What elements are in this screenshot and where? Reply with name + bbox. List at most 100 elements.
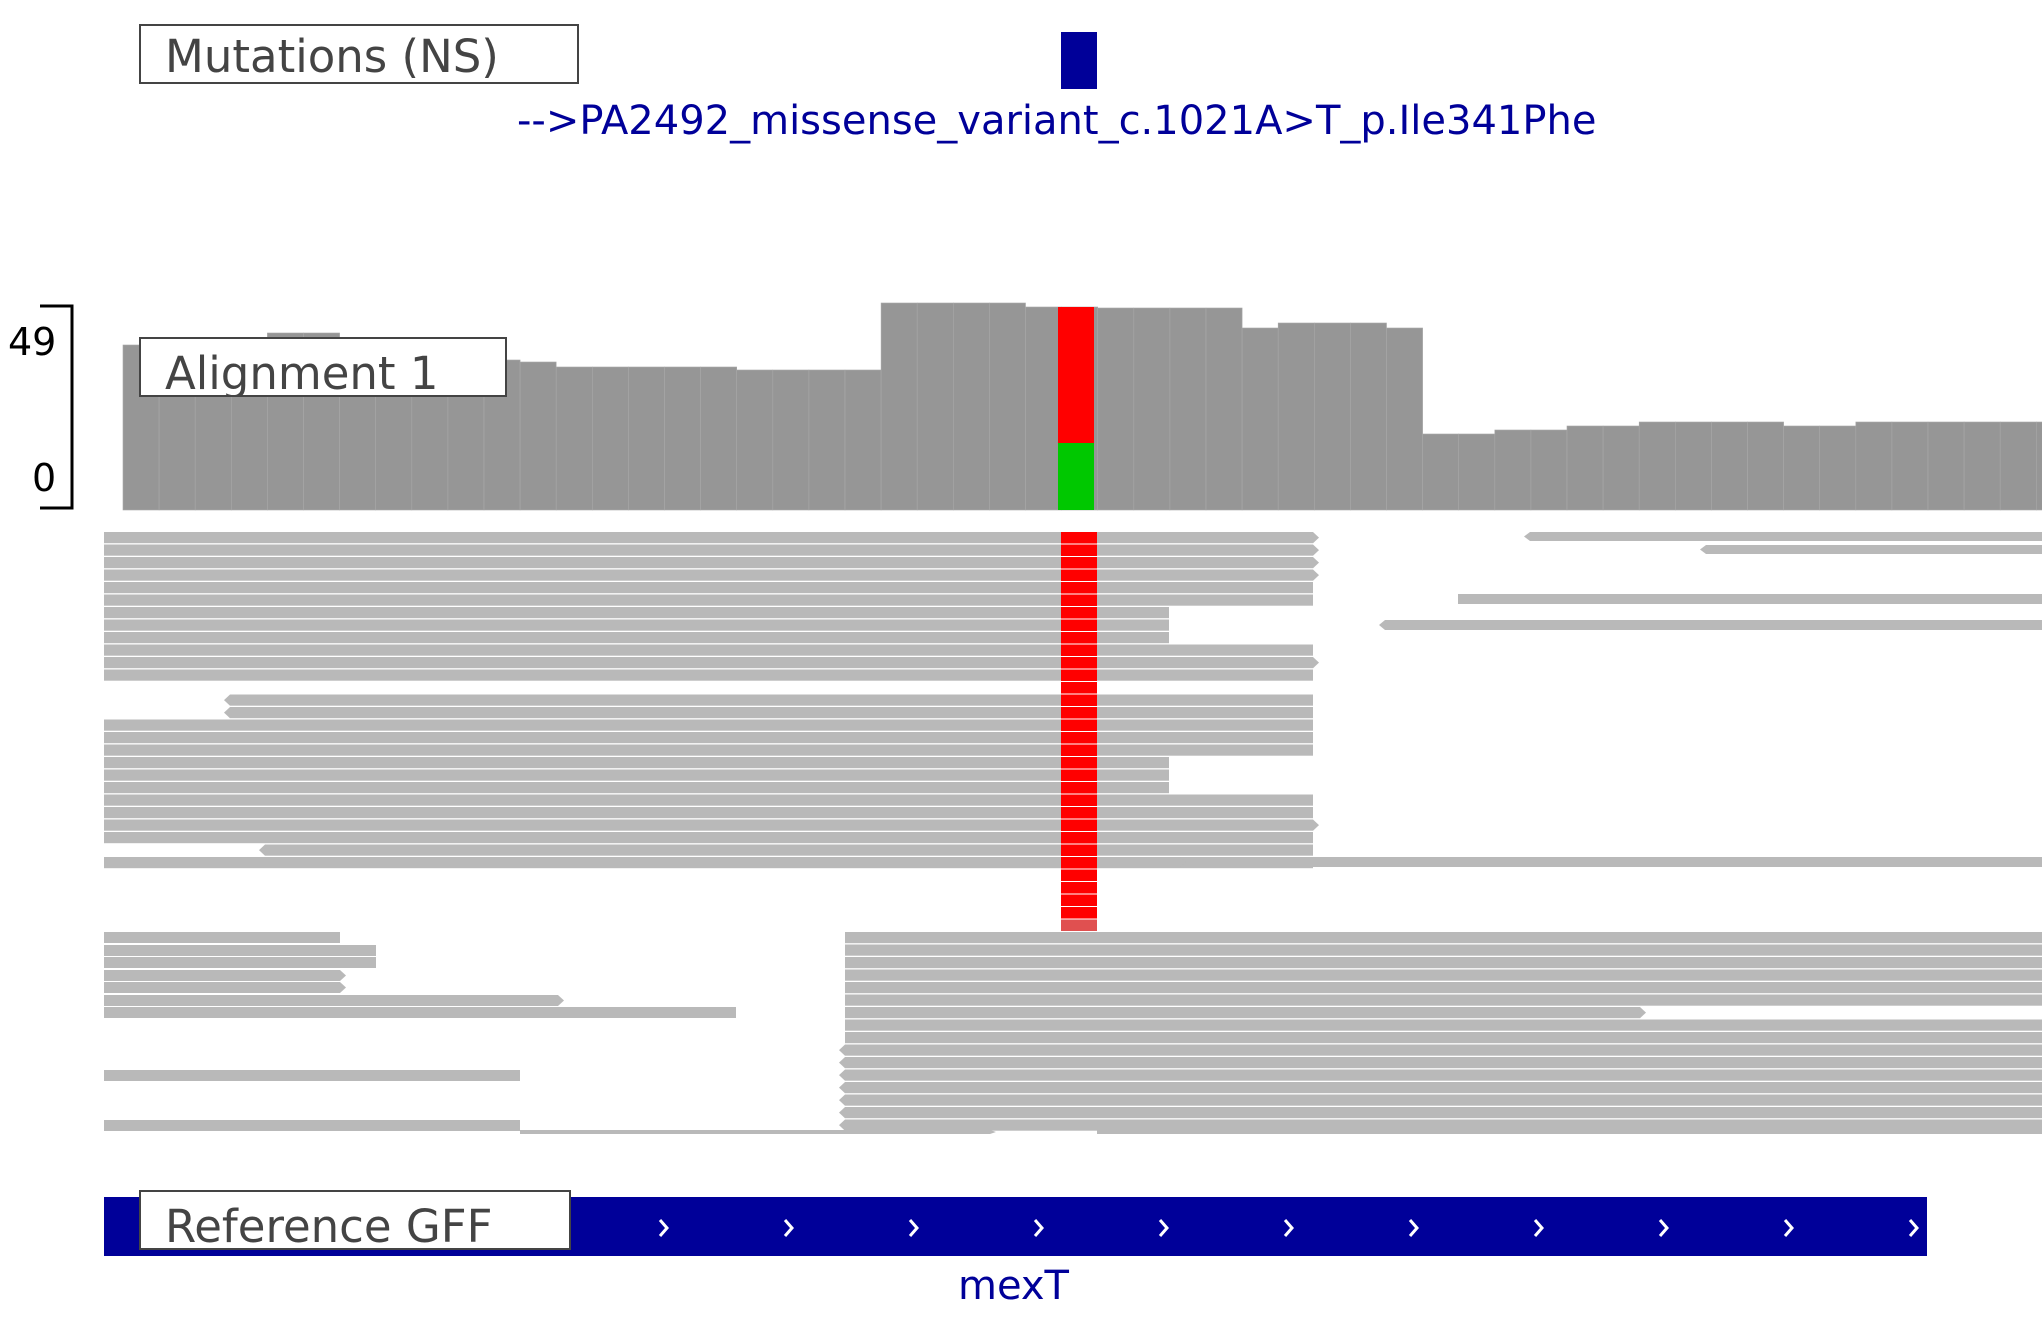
coverage-bar [1747,421,1784,511]
read [845,944,2042,956]
read-mismatch-base [1061,919,1097,931]
coverage-bar [1819,425,1857,511]
reference-track-label[interactable]: Reference GFF [139,1190,571,1250]
strand-arrow-icon [908,1219,919,1237]
read-direction-arrow-icon [1379,620,1385,630]
read-mismatch-base [1061,782,1097,794]
read [845,1069,2042,1081]
read-mismatch-base [1061,882,1097,894]
coverage-axis-min: 0 [32,456,57,500]
coverage-bar [1891,421,1929,511]
coverage-bar [772,369,810,511]
read [104,532,1313,544]
coverage-bar [1133,307,1171,511]
variant-label[interactable]: -->PA2492_missense_variant_c.1021A>T_p.I… [517,98,1597,144]
read [104,807,1313,819]
coverage-bar [1711,421,1748,511]
read-mismatch-base [1061,719,1097,731]
read-direction-arrow-icon [990,1130,996,1134]
read-direction-arrow-icon [839,1082,845,1094]
strand-arrow-icon [1283,1219,1294,1237]
gene-name-label[interactable]: mexT [958,1263,1069,1309]
strand-arrow-icon [658,1219,669,1237]
read-mismatch-base [1061,907,1097,919]
read [520,1130,990,1134]
read-direction-arrow-icon [1313,532,1319,544]
strand-arrow-icon [1158,1219,1169,1237]
coverage-bar [1314,322,1351,511]
read [265,844,1313,856]
read [104,569,1313,581]
read-mismatch-base [1061,769,1097,781]
read [104,769,1169,781]
read-mismatch-base [1061,569,1097,581]
coverage-bar [2036,421,2042,511]
coverage-bar [664,366,701,511]
coverage-bar [736,369,774,511]
read-direction-arrow-icon [839,1107,845,1119]
alignment-track-label[interactable]: Alignment 1 [139,337,507,397]
coverage-bar [989,302,1026,511]
read-direction-arrow-icon [839,1044,845,1056]
coverage-bar [880,302,918,511]
strand-arrow-icon [783,1219,794,1237]
read [1530,532,2042,541]
read-mismatch-base [1061,757,1097,769]
coverage-bar [808,369,846,511]
coverage-bar [700,366,737,511]
coverage-bar [1458,433,1496,511]
mutation-feature[interactable] [1061,32,1097,89]
coverage-bar [1783,425,1820,511]
read [845,957,2042,969]
read-mismatch-base [1061,619,1097,631]
read [104,582,1313,594]
coverage-track[interactable] [122,302,2042,511]
read [230,707,1313,719]
read-mismatch-base [1061,869,1097,881]
read-mismatch-base [1061,594,1097,606]
read-mismatch-base [1061,632,1097,644]
read-mismatch-base [1061,807,1097,819]
read [104,632,1169,644]
read-direction-arrow-icon [839,1094,845,1106]
read [845,1057,2042,1069]
read [1206,857,2042,867]
read-direction-arrow-icon [839,1069,845,1081]
read-mismatch-base [1061,819,1097,831]
read [845,1019,2042,1031]
read [104,557,1313,569]
read [845,1119,2042,1131]
coverage-bar [628,366,665,511]
read [104,857,1313,869]
read-direction-arrow-icon [340,982,346,993]
read [104,732,1313,744]
read-mismatch-base [1061,732,1097,744]
read [104,1120,520,1131]
read-direction-arrow-icon [340,970,346,981]
read [845,1044,2042,1056]
read-mismatch-base [1061,707,1097,719]
read-direction-arrow-icon [1313,557,1319,569]
read [104,995,558,1006]
read [104,1007,736,1018]
mutations-track-label[interactable]: Mutations (NS) [139,24,579,84]
coverage-bar [1277,322,1315,511]
read [845,932,2042,944]
read [104,982,340,993]
reads-track[interactable] [104,532,2042,1134]
read [845,994,2042,1006]
read [104,794,1313,806]
read [230,694,1313,706]
read-direction-arrow-icon [1313,657,1319,669]
read [104,719,1313,731]
coverage-bar [1205,307,1243,511]
coverage-bar [1530,429,1568,511]
coverage-bar [519,361,557,511]
read [104,657,1313,669]
strand-arrow-icon [1033,1219,1044,1237]
read [104,970,340,981]
read [104,932,340,943]
read [845,969,2042,981]
read [1095,857,1180,867]
coverage-bar [1927,421,1965,511]
